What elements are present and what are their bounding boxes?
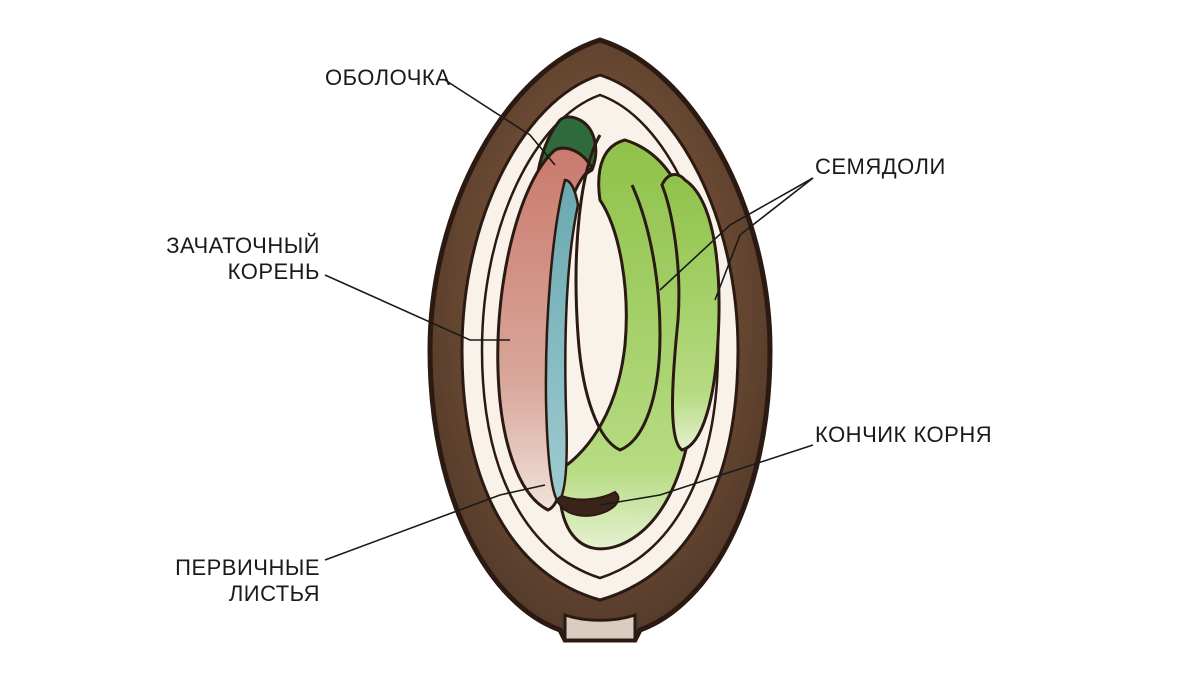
label-envelope: ОБОЛОЧКА bbox=[325, 65, 450, 90]
label-prim_leaves: ПЕРВИЧНЫЕ bbox=[175, 555, 320, 580]
label-prim_leaves: ЛИСТЬЯ bbox=[229, 581, 320, 606]
label-cotyledons: СЕМЯДОЛИ bbox=[815, 154, 946, 179]
label-radicle: ЗАЧАТОЧНЫЙ bbox=[166, 233, 320, 258]
seed-base-notch bbox=[565, 615, 635, 640]
seed-diagram: ОБОЛОЧКА СЕМЯДОЛИ ЗАЧАТОЧНЫЙКОРЕНЬ КОНЧИК К… bbox=[0, 0, 1200, 679]
label-root_tip: КОНЧИК КОРНЯ bbox=[815, 422, 992, 447]
label-radicle: КОРЕНЬ bbox=[228, 259, 320, 284]
